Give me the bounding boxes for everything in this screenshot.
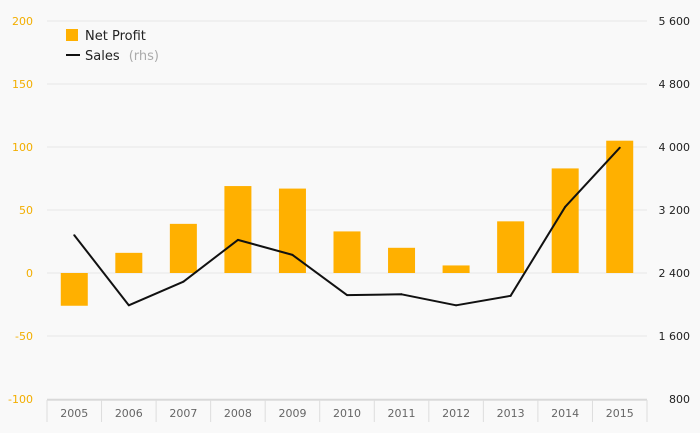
sales-point-2007 (182, 280, 185, 283)
bar-2013 (497, 221, 525, 273)
left-tick-label: 200 (12, 15, 33, 28)
bar-2010 (333, 231, 361, 273)
sales-point-2010 (346, 294, 348, 297)
right-axis: 5 600 4 800 4 000 3 200 2 400 1 600 800 (659, 15, 691, 406)
sales-point-2015 (618, 146, 621, 149)
sales-point-2005 (73, 234, 76, 237)
bar-2012 (442, 265, 470, 273)
bar-2011 (388, 247, 416, 273)
left-tick-label: 150 (12, 78, 33, 91)
legend: Net Profit Sales (rhs) (66, 29, 159, 64)
x-tick-label: 2010 (333, 407, 361, 420)
x-tick-label: 2006 (115, 407, 143, 420)
left-axis: 200 150 100 50 0 -50 -100 (8, 15, 33, 406)
right-tick-label: 1 600 (659, 330, 691, 343)
bar-series (60, 140, 634, 306)
sales-point-2014 (564, 205, 567, 208)
x-tick-label: 2013 (497, 407, 525, 420)
x-tick-label: 2014 (551, 407, 579, 420)
x-tick-label: 2011 (388, 407, 416, 420)
sales-point-2006 (127, 304, 130, 307)
x-tick-label: 2008 (224, 407, 252, 420)
bar-2015 (606, 140, 634, 273)
bar-2008 (224, 186, 252, 273)
legend-swatch-net-profit (66, 29, 78, 41)
sales-point-2009 (291, 253, 294, 256)
right-tick-label: 2 400 (659, 267, 691, 280)
sales-point-2012 (455, 304, 458, 307)
legend-label-sales: Sales (85, 49, 120, 64)
bar-2005 (60, 273, 88, 306)
legend-label-sales-unit: (rhs) (129, 49, 159, 64)
svg-text:Sales (rhs): Sales (rhs) (85, 45, 159, 64)
right-tick-label: 4 000 (659, 141, 691, 154)
right-tick-label: 4 800 (659, 78, 691, 91)
right-tick-label: 5 600 (659, 15, 691, 28)
x-tick-label: 2007 (169, 407, 197, 420)
sales-point-2008 (236, 238, 239, 241)
left-tick-label: 50 (19, 204, 33, 217)
x-tick-label: 2009 (278, 407, 306, 420)
x-axis: 2005 2006 2007 2008 2009 2010 2011 2012 2013 2014… (60, 407, 633, 420)
sales-point-2011 (400, 293, 403, 296)
bar-2007 (169, 223, 197, 273)
left-tick-label: 0 (26, 267, 33, 280)
x-tick-label: 2012 (442, 407, 470, 420)
bar-2006 (115, 252, 143, 273)
right-tick-label: 800 (669, 393, 690, 406)
left-tick-label: -100 (8, 393, 33, 406)
x-tick-label: 2015 (606, 407, 634, 420)
line-series (73, 146, 621, 307)
left-tick-label: -50 (15, 330, 33, 343)
sales-point-2013 (509, 294, 512, 297)
x-tick-label: 2005 (60, 407, 88, 420)
legend-label-net-profit: Net Profit (85, 29, 146, 44)
right-tick-label: 3 200 (659, 204, 691, 217)
left-tick-label: 100 (12, 141, 33, 154)
bar-2009 (278, 188, 306, 273)
